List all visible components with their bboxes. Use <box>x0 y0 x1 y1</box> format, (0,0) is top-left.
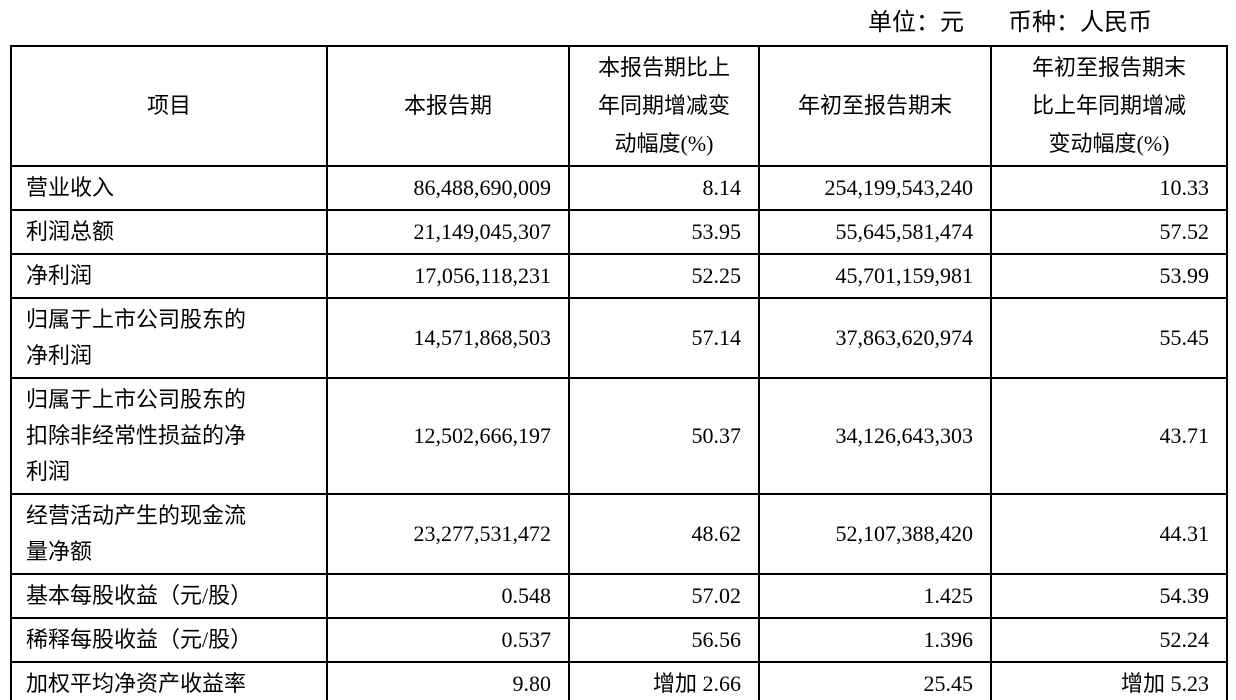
table-row: 加权平均净资产收益率 9.80 增加 2.66 25.45 增加 5.23 <box>10 661 1228 700</box>
item-cell: 营业收入 <box>10 165 328 211</box>
ytd-cell: 45,701,159,981 <box>758 253 992 299</box>
current-period-cell: 17,056,118,231 <box>326 253 570 299</box>
ytd-cell: 1.396 <box>758 617 992 663</box>
item-cell: 归属于上市公司股东的 净利润 <box>10 297 328 379</box>
period-change-cell: 57.02 <box>568 573 760 619</box>
ytd-change-cell: 55.45 <box>990 297 1228 379</box>
current-period-cell: 23,277,531,472 <box>326 493 570 575</box>
column-header-ytd-change: 年初至报告期末 比上年同期增减 变动幅度(%) <box>990 45 1228 167</box>
unit-currency-line: 单位：元 币种：人民币 <box>0 0 1226 45</box>
ytd-change-cell: 54.39 <box>990 573 1228 619</box>
table-row: 归属于上市公司股东的 扣除非经常性损益的净 利润 12,502,666,197 50… <box>10 377 1228 495</box>
table-row: 稀释每股收益（元/股） 0.537 56.56 1.396 52.24 <box>10 617 1228 663</box>
table-row: 基本每股收益（元/股） 0.548 57.02 1.425 54.39 <box>10 573 1228 619</box>
ytd-cell: 254,199,543,240 <box>758 165 992 211</box>
current-period-cell: 9.80 <box>326 661 570 700</box>
item-cell: 稀释每股收益（元/股） <box>10 617 328 663</box>
column-header-ytd: 年初至报告期末 <box>758 45 992 167</box>
ytd-change-cell: 增加 5.23 <box>990 661 1228 700</box>
current-period-cell: 21,149,045,307 <box>326 209 570 255</box>
table-row: 经营活动产生的现金流 量净额 23,277,531,472 48.62 52,107,… <box>10 493 1228 575</box>
table-body: 营业收入 86,488,690,009 8.14 254,199,543,240 10.… <box>10 165 1228 700</box>
unit-label: 单位：元 <box>868 10 964 36</box>
ytd-change-cell: 44.31 <box>990 493 1228 575</box>
item-cell: 经营活动产生的现金流 量净额 <box>10 493 328 575</box>
current-period-cell: 14,571,868,503 <box>326 297 570 379</box>
table-row: 利润总额 21,149,045,307 53.95 55,645,581,474 57.… <box>10 209 1228 255</box>
ytd-change-cell: 43.71 <box>990 377 1228 495</box>
current-period-cell: 0.548 <box>326 573 570 619</box>
item-cell: 加权平均净资产收益率 <box>10 661 328 700</box>
period-change-cell: 57.14 <box>568 297 760 379</box>
table-row: 归属于上市公司股东的 净利润 14,571,868,503 57.14 37,863,… <box>10 297 1228 379</box>
ytd-cell: 55,645,581,474 <box>758 209 992 255</box>
period-change-cell: 53.95 <box>568 209 760 255</box>
header-row: 项目 本报告期 本报告期比上 年同期增减变 动幅度(%) 年初至报告期末 年初至… <box>10 45 1228 167</box>
current-period-cell: 0.537 <box>326 617 570 663</box>
item-cell: 利润总额 <box>10 209 328 255</box>
ytd-cell: 37,863,620,974 <box>758 297 992 379</box>
ytd-change-cell: 10.33 <box>990 165 1228 211</box>
period-change-cell: 48.62 <box>568 493 760 575</box>
ytd-change-cell: 57.52 <box>990 209 1228 255</box>
item-cell: 基本每股收益（元/股） <box>10 573 328 619</box>
ytd-cell: 25.45 <box>758 661 992 700</box>
period-change-cell: 增加 2.66 <box>568 661 760 700</box>
period-change-cell: 52.25 <box>568 253 760 299</box>
current-period-cell: 12,502,666,197 <box>326 377 570 495</box>
period-change-cell: 50.37 <box>568 377 760 495</box>
ytd-cell: 52,107,388,420 <box>758 493 992 575</box>
ytd-cell: 34,126,643,303 <box>758 377 992 495</box>
column-header-period-change: 本报告期比上 年同期增减变 动幅度(%) <box>568 45 760 167</box>
column-header-current-period: 本报告期 <box>326 45 570 167</box>
period-change-cell: 56.56 <box>568 617 760 663</box>
column-header-item: 项目 <box>10 45 328 167</box>
ytd-change-cell: 53.99 <box>990 253 1228 299</box>
currency-label: 币种：人民币 <box>1008 10 1152 36</box>
financial-summary-table: 项目 本报告期 本报告期比上 年同期增减变 动幅度(%) 年初至报告期末 年初至… <box>10 45 1228 700</box>
table-row: 净利润 17,056,118,231 52.25 45,701,159,981 53.9… <box>10 253 1228 299</box>
table-row: 营业收入 86,488,690,009 8.14 254,199,543,240 10.… <box>10 165 1228 211</box>
period-change-cell: 8.14 <box>568 165 760 211</box>
item-cell: 归属于上市公司股东的 扣除非经常性损益的净 利润 <box>10 377 328 495</box>
item-cell: 净利润 <box>10 253 328 299</box>
ytd-change-cell: 52.24 <box>990 617 1228 663</box>
current-period-cell: 86,488,690,009 <box>326 165 570 211</box>
ytd-cell: 1.425 <box>758 573 992 619</box>
